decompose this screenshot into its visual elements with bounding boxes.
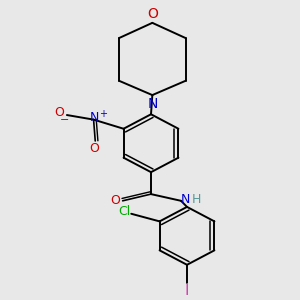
Text: −: −	[60, 115, 70, 125]
Text: H: H	[191, 193, 201, 206]
Text: O: O	[110, 194, 120, 207]
Text: I: I	[185, 283, 189, 298]
Text: +: +	[99, 109, 107, 119]
Text: N: N	[147, 97, 158, 111]
Text: O: O	[147, 7, 158, 21]
Text: N: N	[90, 111, 99, 124]
Text: Cl: Cl	[118, 205, 131, 218]
Text: N: N	[181, 193, 190, 206]
Text: O: O	[90, 142, 100, 155]
Text: O: O	[55, 106, 64, 119]
